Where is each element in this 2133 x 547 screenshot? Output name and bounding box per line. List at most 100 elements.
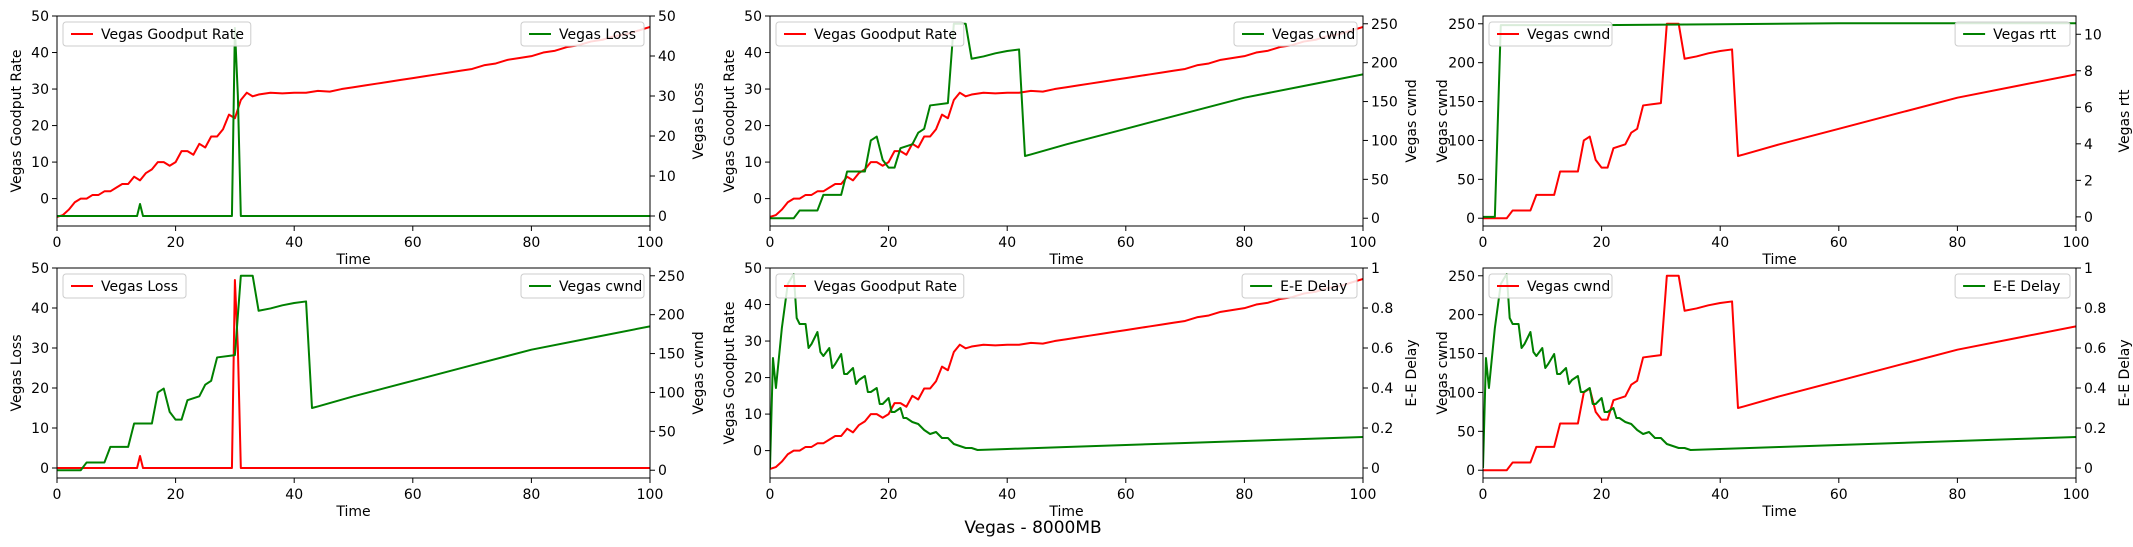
right-y-tick-label: 20 [658, 129, 676, 145]
left-y-tick-label: 50 [744, 9, 762, 25]
legend-label: Vegas Loss [101, 279, 178, 295]
right-series-line [1483, 22, 2076, 218]
legend-box [1233, 21, 1358, 47]
left-y-tick-label: 20 [744, 371, 762, 387]
legend-label: E-E Delay [1993, 279, 2060, 295]
right-y-tick-label: 0.2 [1371, 421, 1393, 437]
x-tick-label: 60 [404, 487, 422, 503]
legend-label: Vegas cwnd [1272, 27, 1355, 43]
legend-label: Vegas cwnd [1527, 279, 1610, 295]
right-y-tick-label: 0 [2084, 210, 2093, 226]
right-y-tick-label: 100 [658, 385, 685, 401]
x-tick-label: 0 [1479, 235, 1488, 251]
right-y-tick-label: 250 [658, 269, 685, 285]
x-tick-label: 0 [53, 487, 62, 503]
right-y-tick-label: 0.8 [2084, 301, 2106, 317]
x-tick-label: 0 [766, 235, 775, 251]
left-y-tick-label: 40 [31, 46, 49, 62]
legend-label: Vegas Loss [559, 27, 636, 43]
right-y-tick-label: 0.8 [1371, 301, 1393, 317]
right-y-axis-label: Vegas Loss [691, 82, 707, 159]
right-legend: E-E Delay [1954, 273, 2071, 299]
left-y-tick-label: 40 [744, 46, 762, 62]
axes-frame [769, 15, 1364, 227]
subplot-6: 0 20 40 60 80 100 0 50 100 150 200 250 0 0.2 0.4 0.6 0.8… [1435, 261, 2133, 520]
right-y-tick-label: 0 [658, 463, 667, 479]
x-tick-label: 0 [766, 487, 775, 503]
x-tick-label: 100 [637, 235, 664, 251]
left-series-line [57, 279, 650, 469]
right-y-tick-label: 0.4 [1371, 381, 1393, 397]
right-y-tick-label: 0.4 [2084, 381, 2106, 397]
x-tick-label: 20 [1593, 235, 1611, 251]
right-y-tick-label: 50 [658, 9, 676, 25]
left-legend: Vegas Goodput Rate [62, 21, 252, 47]
x-tick-label: 40 [1711, 235, 1729, 251]
subplot-4: 0 20 40 60 80 100 0 10 20 30 40 50 0 50 100 150 200 250 Ti… [9, 261, 707, 520]
left-y-axis-label: Vegas Goodput Rate [9, 50, 25, 193]
left-y-tick-label: 0 [753, 192, 762, 208]
x-tick-label: 20 [1593, 487, 1611, 503]
left-y-tick-label: 10 [31, 421, 49, 437]
x-tick-label: 20 [880, 235, 898, 251]
legend-label: Vegas Goodput Rate [814, 27, 957, 43]
right-y-tick-label: 6 [2084, 100, 2093, 116]
right-series-line [1483, 273, 2076, 469]
right-y-tick-label: 0 [1371, 211, 1380, 227]
legend-box [1241, 273, 1358, 299]
left-series-line [1483, 22, 2076, 220]
x-tick-label: 80 [1235, 235, 1253, 251]
right-y-tick-label: 0 [1371, 461, 1380, 477]
legend-box [520, 273, 645, 299]
left-legend: Vegas cwnd [1488, 273, 1613, 299]
right-y-axis-label: E-E Delay [2117, 339, 2133, 406]
right-series-line [57, 274, 650, 472]
right-series-line [57, 27, 650, 217]
x-axis-label: Time [1048, 504, 1083, 520]
axes-frame [56, 15, 651, 227]
left-y-tick-label: 20 [744, 119, 762, 135]
left-y-axis-label: Vegas Goodput Rate [722, 302, 738, 445]
left-y-tick-label: 250 [1448, 17, 1475, 33]
left-series-line [770, 26, 1363, 218]
x-tick-label: 0 [53, 235, 62, 251]
x-tick-label: 80 [1235, 487, 1253, 503]
right-y-tick-label: 30 [658, 89, 676, 105]
x-tick-label: 20 [167, 487, 185, 503]
right-series-line [770, 273, 1363, 469]
right-y-tick-label: 250 [1371, 17, 1398, 33]
axes-frame [1482, 15, 2077, 227]
right-y-tick-label: 0.2 [2084, 421, 2106, 437]
x-tick-label: 100 [2063, 487, 2090, 503]
right-y-tick-label: 200 [1371, 56, 1398, 72]
left-y-tick-label: 40 [31, 301, 49, 317]
left-y-tick-label: 50 [1457, 424, 1475, 440]
right-y-tick-label: 1 [1371, 261, 1380, 277]
x-tick-label: 100 [2063, 235, 2090, 251]
x-tick-label: 100 [1350, 235, 1377, 251]
left-y-tick-label: 50 [31, 261, 49, 277]
right-y-tick-label: 50 [1371, 172, 1389, 188]
right-y-tick-label: 150 [658, 347, 685, 363]
left-y-tick-label: 40 [744, 298, 762, 314]
left-legend: Vegas Goodput Rate [775, 21, 965, 47]
x-tick-label: 40 [1711, 487, 1729, 503]
subplot-1: 0 20 40 60 80 100 0 10 20 30 40 50 0 10 20 30 40 50 Time Ve… [9, 9, 707, 268]
x-tick-label: 20 [880, 487, 898, 503]
left-y-tick-label: 10 [31, 155, 49, 171]
right-y-axis-label: Vegas cwnd [691, 331, 707, 414]
left-y-tick-label: 10 [744, 155, 762, 171]
legend-label: Vegas Goodput Rate [814, 279, 957, 295]
right-y-tick-label: 10 [658, 169, 676, 185]
x-tick-label: 60 [404, 235, 422, 251]
left-y-tick-label: 0 [40, 192, 49, 208]
legend-label: Vegas cwnd [1527, 27, 1610, 43]
x-tick-label: 60 [1117, 235, 1135, 251]
left-y-tick-label: 150 [1448, 347, 1475, 363]
right-y-axis-label: Vegas rtt [2117, 89, 2133, 153]
left-y-tick-label: 200 [1448, 308, 1475, 324]
x-tick-label: 60 [1830, 235, 1848, 251]
axes-frame [1482, 267, 2077, 479]
